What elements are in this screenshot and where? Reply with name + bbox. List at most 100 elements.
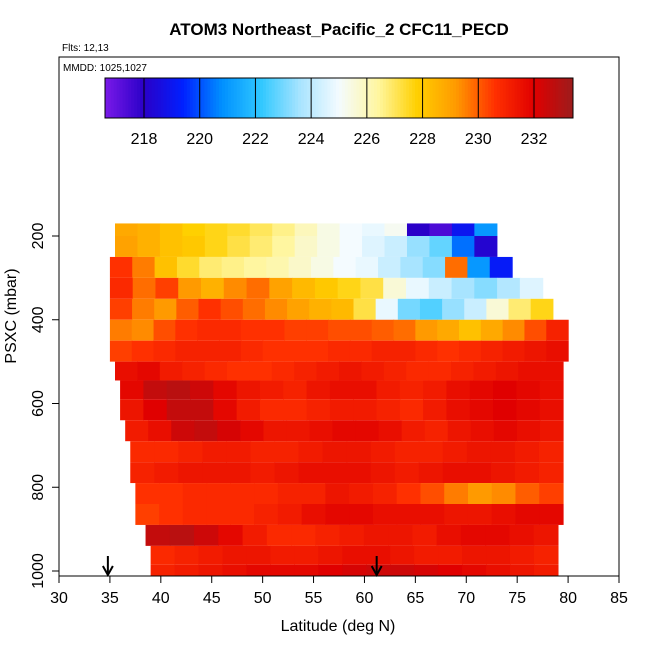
data-cell: [213, 380, 238, 400]
colorbar-swatch: [555, 78, 559, 118]
colorbar-swatch: [467, 78, 472, 118]
data-cell: [318, 545, 343, 565]
data-cell: [516, 420, 541, 442]
colorbar-swatch: [265, 78, 270, 118]
data-cell: [236, 399, 261, 421]
data-cell: [182, 223, 206, 236]
data-cell: [333, 256, 357, 278]
data-band: [150, 545, 559, 565]
data-cell: [306, 340, 329, 362]
data-cell: [277, 483, 303, 504]
colorbar-swatch: [353, 78, 358, 118]
y-tick-label: 200: [30, 223, 47, 250]
data-cell: [206, 483, 231, 504]
data-cell: [174, 564, 200, 576]
data-cell: [384, 223, 408, 236]
colorbar-swatch: [485, 78, 489, 118]
colorbar-swatch: [236, 78, 241, 118]
colorbar-swatch: [429, 78, 434, 118]
data-cell: [109, 298, 133, 320]
data-cell: [489, 256, 513, 278]
data-cell: [301, 504, 327, 525]
data-cell: [509, 564, 535, 576]
data-cell: [451, 277, 475, 299]
colorbar-swatch: [415, 78, 419, 118]
data-cell: [190, 380, 214, 400]
data-cell: [222, 564, 248, 576]
data-cell: [198, 298, 222, 320]
data-cell: [227, 223, 251, 236]
data-cell: [502, 319, 526, 341]
data-cell: [429, 223, 453, 236]
data-cell: [546, 319, 569, 341]
data-cell: [360, 277, 384, 299]
colorbar-swatch: [219, 78, 223, 118]
data-cell: [150, 545, 176, 565]
data-cell: [246, 545, 272, 565]
data-cell: [159, 361, 183, 381]
data-band: [109, 319, 569, 341]
data-band: [125, 420, 564, 442]
data-cell: [242, 524, 268, 546]
colorbar-swatch: [391, 78, 396, 118]
colorbar-swatch: [143, 78, 147, 118]
data-cell: [423, 380, 448, 400]
data-cell: [490, 441, 516, 463]
data-cell: [464, 298, 487, 320]
data-cell: [171, 420, 195, 442]
data-cell: [322, 462, 348, 484]
data-cell: [176, 298, 200, 320]
colorbar-swatch: [336, 78, 340, 118]
data-cell: [262, 319, 286, 341]
data-cell: [266, 256, 290, 278]
x-tick-label: 55: [305, 590, 323, 607]
data-cell: [397, 298, 421, 320]
data-cell: [298, 441, 324, 463]
data-cell: [491, 504, 517, 525]
y-tick-label: 1000: [30, 553, 47, 589]
data-cell: [143, 380, 168, 400]
colorbar-swatch: [523, 78, 527, 118]
data-cell: [414, 564, 439, 576]
data-cell: [349, 319, 373, 341]
data-cell: [178, 462, 203, 484]
colorbar-swatch: [377, 78, 381, 118]
colorbar-swatch: [385, 78, 390, 118]
data-cell: [524, 340, 547, 362]
colorbar-swatch: [166, 78, 170, 118]
data-cell: [148, 420, 172, 442]
data-cell: [201, 277, 225, 299]
data-cell: [317, 236, 341, 257]
data-band: [109, 256, 513, 278]
colorbar-swatch: [517, 78, 521, 118]
colorbar-swatch: [450, 78, 454, 118]
colorbar-swatch: [447, 78, 451, 118]
data-cell: [213, 399, 238, 421]
colorbar-swatch: [567, 78, 571, 118]
data-cell: [264, 298, 288, 320]
data-cell: [120, 399, 144, 421]
colorbar-swatch: [435, 78, 439, 118]
data-cell: [375, 298, 399, 320]
data-cell: [219, 340, 242, 362]
data-cell: [361, 361, 385, 381]
colorbar-swatch: [423, 78, 428, 118]
data-cell: [376, 399, 401, 421]
colorbar-swatch: [268, 78, 273, 118]
x-tick-label: 35: [101, 590, 119, 607]
data-cell: [115, 223, 139, 236]
data-cell: [442, 298, 465, 320]
data-cell: [533, 564, 559, 576]
data-cell: [383, 361, 407, 381]
colorbar-tick-label: 232: [521, 131, 548, 148]
x-axis-label: Latitude (deg N): [281, 618, 396, 635]
data-cell: [145, 524, 171, 546]
data-cell: [166, 380, 191, 400]
data-cell: [254, 483, 279, 504]
data-cell: [353, 380, 378, 400]
data-band: [115, 236, 498, 257]
data-cell: [423, 399, 448, 421]
colorbar-swatch: [327, 78, 331, 118]
data-cell: [406, 361, 430, 381]
data-cell: [306, 319, 329, 341]
